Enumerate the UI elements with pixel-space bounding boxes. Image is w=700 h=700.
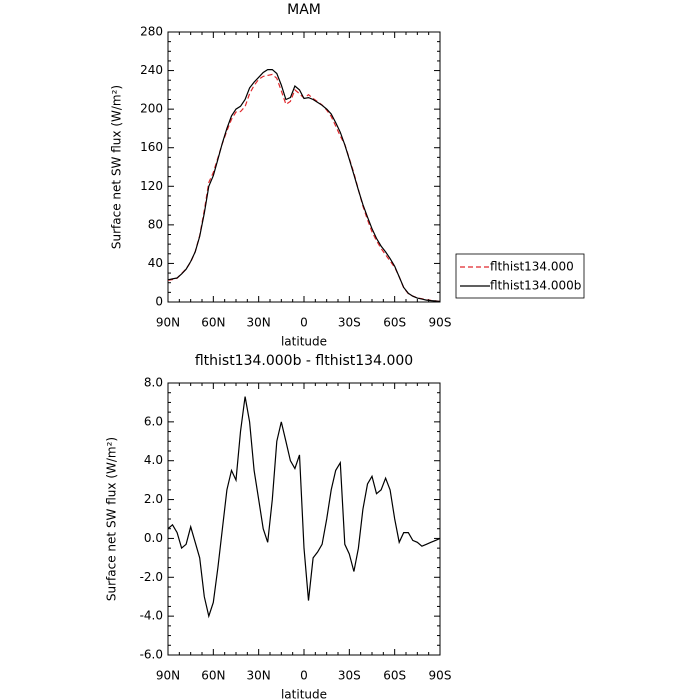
- chart-title: flthist134.000b - flthist134.000: [195, 353, 413, 369]
- x-tick-label: 90N: [156, 669, 180, 683]
- x-tick-label: 0: [300, 669, 308, 683]
- legend-label: flthist134.000: [490, 260, 574, 274]
- x-tick-label: 60N: [201, 669, 225, 683]
- y-tick-label: 6.0: [144, 414, 163, 428]
- y-tick-label: 4.0: [144, 453, 163, 467]
- y-tick-label: 8.0: [144, 376, 163, 390]
- y-tick-label: 280: [140, 25, 163, 39]
- plot-frame: [167, 31, 441, 303]
- x-tick-label: 30N: [247, 669, 271, 683]
- y-tick-label: -6.0: [140, 648, 163, 662]
- x-tick-label: 0: [300, 316, 308, 330]
- y-tick-label: 160: [140, 140, 163, 154]
- data-line: [167, 69, 441, 303]
- y-tick-label: 0.0: [144, 531, 163, 545]
- x-axis-label: latitude: [281, 335, 327, 349]
- x-tick-label: 30N: [247, 316, 271, 330]
- y-tick-label: 240: [140, 63, 163, 77]
- x-tick-label: 30S: [338, 669, 361, 683]
- y-tick-label: 120: [140, 179, 163, 193]
- x-axis-label: latitude: [281, 688, 327, 700]
- y-tick-label: 80: [148, 217, 163, 231]
- x-tick-label: 60S: [383, 669, 406, 683]
- x-tick-label: 60N: [201, 316, 225, 330]
- plot-frame: [167, 382, 441, 656]
- x-tick-label: 90N: [156, 316, 180, 330]
- y-tick-label: 40: [148, 256, 163, 270]
- y-tick-label: -2.0: [140, 570, 163, 584]
- x-tick-label: 90S: [429, 316, 452, 330]
- legend-label: flthist134.000b: [490, 279, 581, 293]
- legend-box: [455, 253, 585, 299]
- y-axis-label: Surface net SW flux (W/m²): [105, 437, 119, 601]
- x-tick-label: 60S: [383, 316, 406, 330]
- data-line: [167, 396, 441, 619]
- y-axis-label: Surface net SW flux (W/m²): [110, 85, 124, 249]
- x-tick-label: 90S: [429, 669, 452, 683]
- y-tick-label: 200: [140, 102, 163, 116]
- y-tick-label: -4.0: [140, 609, 163, 623]
- chart-title: MAM: [287, 2, 321, 18]
- x-tick-label: 30S: [338, 316, 361, 330]
- y-tick-label: 2.0: [144, 492, 163, 506]
- y-tick-label: 0: [155, 295, 163, 309]
